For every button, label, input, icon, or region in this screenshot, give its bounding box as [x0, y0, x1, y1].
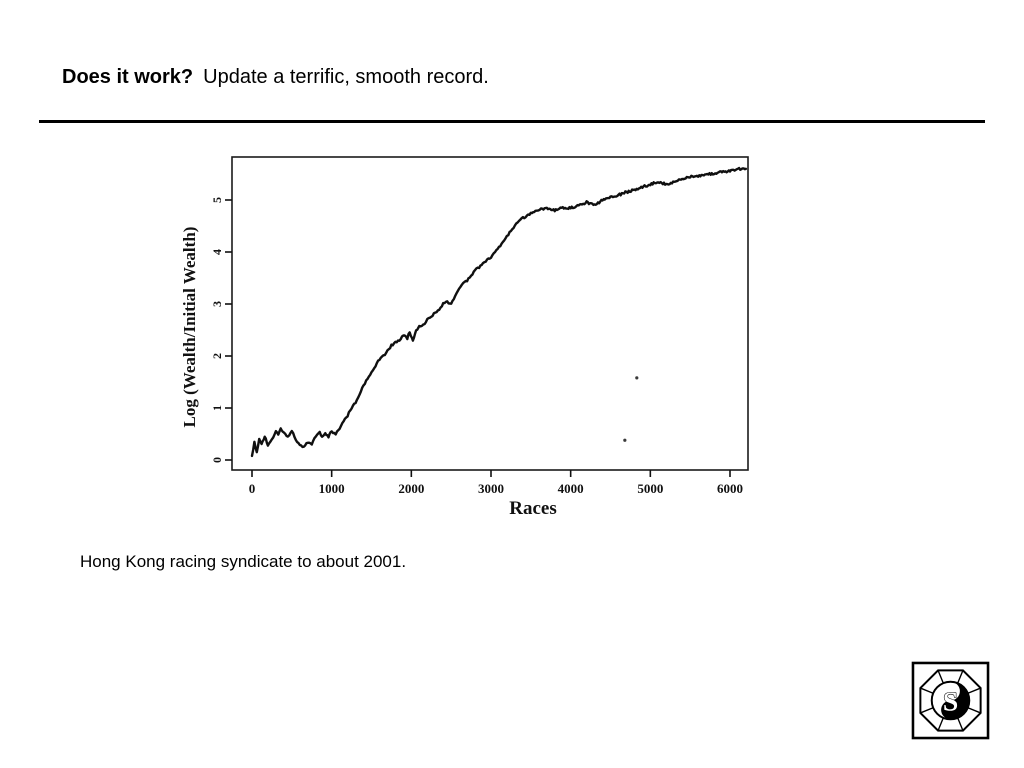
- slide-caption: Hong Kong racing syndicate to about 2001…: [80, 552, 407, 571]
- x-axis-label: Races: [509, 498, 556, 519]
- svg-text:2: 2: [210, 353, 224, 359]
- logo-s-letter: S: [943, 685, 958, 716]
- svg-text:3: 3: [210, 301, 224, 307]
- scan-speck: [623, 438, 627, 442]
- svg-text:0: 0: [249, 481, 256, 496]
- yin-yang-shape: [941, 681, 970, 720]
- svg-text:6000: 6000: [717, 481, 743, 496]
- svg-text:0: 0: [210, 457, 224, 463]
- svg-text:4: 4: [210, 249, 224, 255]
- slide-title-rest: Update a terrific, smooth record.: [203, 66, 489, 88]
- title-divider-rule: [39, 120, 985, 123]
- svg-text:5000: 5000: [637, 481, 663, 496]
- plot-box: [231, 156, 749, 471]
- svg-text:1: 1: [210, 405, 224, 411]
- wealth-chart-figure: 0 1000 2000 3000 4000 5000 6000 0 1 2 3 4 5 Races Log …: [175, 150, 775, 530]
- svg-text:1000: 1000: [319, 481, 345, 496]
- svg-text:5: 5: [210, 197, 224, 203]
- octagon-logo-icon: S: [911, 661, 990, 740]
- svg-text:4000: 4000: [558, 481, 584, 496]
- scan-speck: [635, 376, 639, 380]
- logo: S: [911, 661, 990, 740]
- wealth-line-series: [250, 166, 748, 458]
- wealth-chart-svg: 0 1000 2000 3000 4000 5000 6000 0 1 2 3 4 5 Races Log …: [180, 156, 749, 519]
- svg-text:3000: 3000: [478, 481, 504, 496]
- y-axis-label: Log (Wealth/Initial Wealth): [180, 227, 199, 428]
- slide-title: Does it work? Update a terrific, smooth r…: [62, 64, 489, 90]
- slide-title-bold: Does it work?: [62, 66, 194, 88]
- svg-text:2000: 2000: [398, 481, 424, 496]
